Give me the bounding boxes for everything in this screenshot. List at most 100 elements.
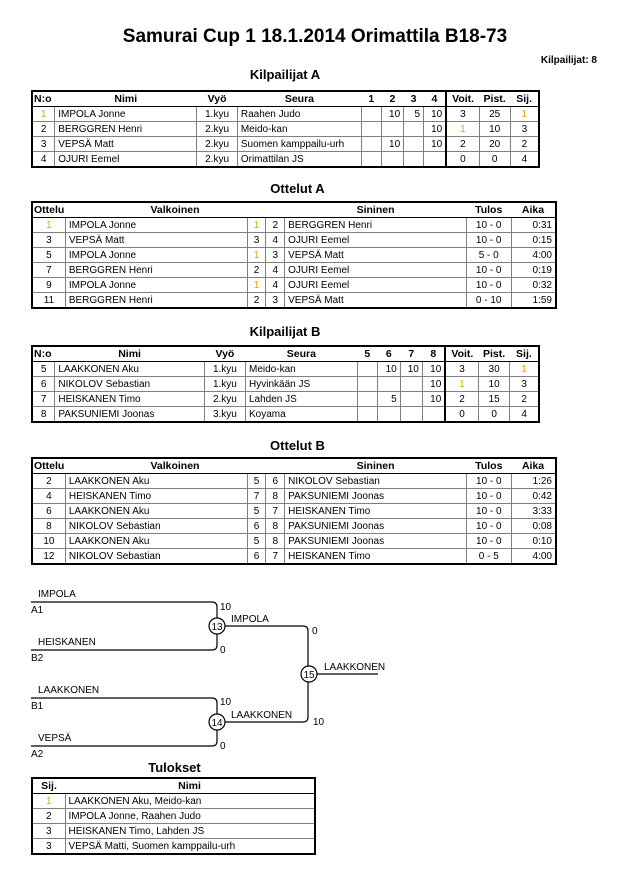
table-row: 7 HEISKANEN Timo 2.kyu Lahden JS 5 10 2 15 2: [31, 391, 540, 407]
column-header: Tulos: [466, 202, 511, 218]
table-cell: [403, 136, 425, 152]
table-cell: 10: [380, 106, 405, 122]
column-header: Sij.: [509, 346, 539, 362]
table-cell: 2.kyu: [203, 391, 247, 407]
participant-count: Kilpailijat: 8: [540, 55, 597, 66]
table-cell: [380, 121, 405, 137]
table-cell: LAAKKONEN Aku: [54, 361, 205, 377]
table-cell: 0:08: [510, 518, 557, 534]
column-header: Voit.: [445, 91, 480, 107]
table-cell: 1.kyu: [203, 361, 247, 377]
table-cell: 10 - 0: [465, 277, 512, 293]
table-cell: 7: [31, 391, 56, 407]
table-cell: [361, 136, 382, 152]
table-row: 10 LAAKKONEN Aku 5 8 PAKSUNIEMI Joonas 10 - 0…: [31, 533, 557, 549]
table-row: 8 PAKSUNIEMI Joonas 3.kyu Koyama 0 0 4: [31, 406, 540, 423]
semi2-bottom-score: 0: [220, 741, 226, 752]
table-row: 3 HEISKANEN Timo, Lahden JS: [31, 823, 316, 839]
table-cell: 1: [31, 217, 66, 233]
table-cell: 1: [246, 277, 267, 293]
table-cell: [361, 121, 382, 137]
table-cell: VEPSÄ Matt: [54, 136, 198, 152]
table-cell: 4:00: [510, 548, 557, 565]
table-cell: 8: [31, 518, 66, 534]
column-header: Aika: [511, 202, 556, 218]
table-cell: 3.kyu: [203, 406, 247, 423]
pool-b-heading: Kilpailijat B: [249, 324, 321, 339]
table-cell: 1.kyu: [196, 106, 238, 122]
table-cell: [421, 406, 446, 423]
table-cell: IMPOLA Jonne: [64, 277, 248, 293]
table-cell: [356, 406, 378, 423]
table-cell: 4: [31, 151, 56, 168]
column-header: 1: [361, 91, 382, 107]
table-cell: 1: [509, 361, 540, 377]
table-cell: 1: [246, 217, 267, 233]
table-cell: BERGGREN Henri: [284, 217, 467, 233]
table-row: 7 BERGGREN Henri 2 4 OJURI Eemel 10 - 0 0:19: [31, 262, 557, 278]
table-cell: 30: [477, 361, 511, 377]
table-cell: 9: [31, 277, 66, 293]
table-cell: 5: [246, 473, 267, 489]
table-cell: 2.kyu: [196, 151, 238, 168]
table-cell: 4: [509, 151, 540, 168]
table-cell: 8: [265, 533, 286, 549]
table-cell: 10 - 0: [465, 217, 512, 233]
table-row: 12 NIKOLOV Sebastian 6 7 HEISKANEN Timo 0 - 5…: [31, 548, 557, 565]
table-cell: 10: [423, 106, 447, 122]
header-row: N:o Nimi Vyö Seura 5 6 7 8 Voit. Pist. Sij.: [32, 346, 539, 362]
table-cell: BERGGREN Henri: [64, 292, 248, 309]
table-cell: Meido-kan: [245, 361, 358, 377]
table-cell: 3: [246, 232, 267, 248]
table-row: 1 IMPOLA Jonne 1 2 BERGGREN Henri 10 - 0 0:31: [31, 217, 557, 233]
table-cell: 3: [445, 106, 480, 122]
table-cell: 10: [376, 361, 401, 377]
semi1-match-number: 13: [211, 622, 223, 633]
table-row: 4 OJURI Eemel 2.kyu Orimattilan JS 0 0 4: [31, 151, 540, 168]
table-cell: 3:33: [510, 503, 557, 519]
table-cell: 1: [509, 106, 540, 122]
match-14-circle: [208, 713, 226, 731]
table-cell: 1: [246, 247, 267, 263]
table-cell: 0: [477, 406, 511, 423]
semi2-bottom-seed: A2: [31, 749, 44, 760]
table-cell: Orimattilan JS: [236, 151, 363, 168]
table-row: 5 IMPOLA Jonne 1 3 VEPSÄ Matt 5 - 0 4:00: [31, 247, 557, 263]
table-cell: LAAKKONEN Aku: [64, 533, 248, 549]
table-cell: 0:19: [510, 262, 557, 278]
semi2-bottom-name: VEPSÄ: [38, 732, 72, 744]
column-header: Sininen: [284, 202, 467, 218]
table-row: 3 VEPSÄ Matt 3 4 OJURI Eemel 10 - 0 0:15: [31, 232, 557, 248]
table-cell: PAKSUNIEMI Joonas: [284, 488, 468, 504]
semi1-winner: IMPOLA: [231, 614, 269, 625]
table-cell: 0:10: [510, 533, 557, 549]
table-cell: LAAKKONEN Aku: [64, 473, 248, 489]
table-cell: 1: [31, 793, 66, 809]
table-cell: 1.kyu: [203, 376, 247, 392]
table-cell: PAKSUNIEMI Joonas: [284, 533, 468, 549]
table-cell: 3: [444, 361, 479, 377]
table-cell: Lahden JS: [245, 391, 358, 407]
table-cell: 2: [246, 292, 267, 309]
table-cell: 8: [31, 406, 56, 423]
table-cell: 10: [380, 136, 405, 152]
table-cell: 2: [509, 391, 540, 407]
table-cell: 3: [265, 247, 286, 263]
semi2-final-score: 10: [313, 717, 325, 728]
table-cell: OJURI Eemel: [284, 232, 467, 248]
table-cell: [376, 376, 401, 392]
column-header: 6: [377, 346, 401, 362]
header-row: N:o Nimi Vyö Seura 1 2 3 4 Voit. Pist. Sij.: [32, 91, 539, 107]
table-cell: [376, 406, 401, 423]
column-header: Voit.: [444, 346, 479, 362]
column-header: Ottelu: [32, 458, 66, 474]
table-cell: 2.kyu: [196, 121, 238, 137]
table-cell: 3: [509, 121, 540, 137]
column-header: 7: [400, 346, 423, 362]
table-cell: 10: [478, 121, 511, 137]
table-cell: 5 - 0: [465, 247, 512, 263]
semi1-final-score: 0: [312, 626, 318, 637]
table-cell: BERGGREN Henri: [54, 121, 198, 137]
bracket: IMPOLA A1 10 HEISKANEN B2 0 13 IMPOLA 0 …: [31, 589, 385, 760]
table-cell: 2: [445, 136, 480, 152]
